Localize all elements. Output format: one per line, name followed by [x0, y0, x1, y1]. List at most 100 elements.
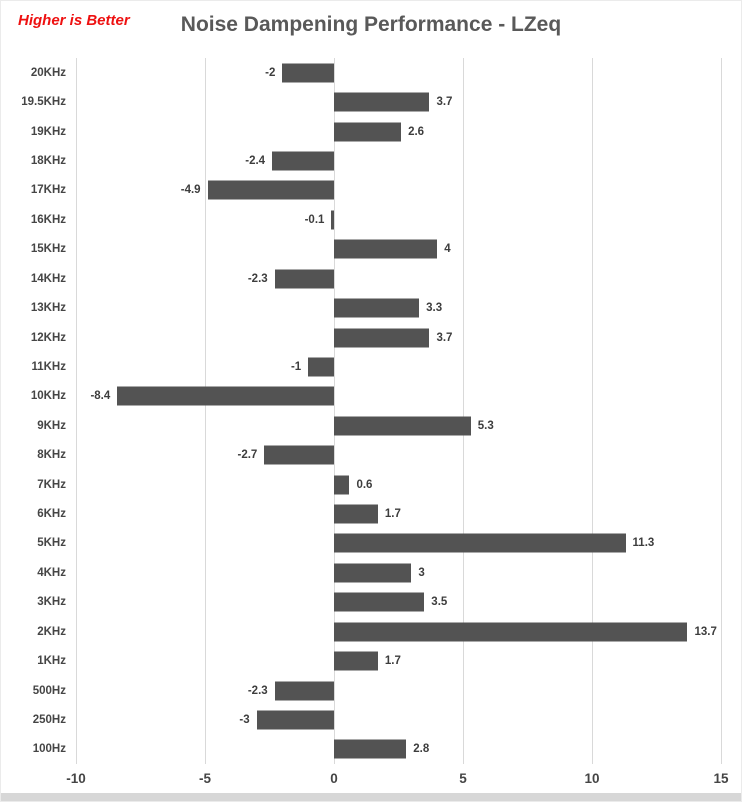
bar: [256, 710, 334, 730]
value-label: -2.3: [247, 684, 268, 697]
row-plot: 2.8: [76, 735, 721, 764]
category-label: 100Hz: [32, 743, 66, 756]
chart-row: 13KHz 3.3: [1, 293, 741, 322]
category-label: 5KHz: [37, 537, 66, 550]
x-tick-label: 5: [459, 771, 467, 786]
chart-row: 19KHz 2.6: [1, 117, 741, 146]
chart-row: 6KHz 1.7: [1, 499, 741, 528]
row-plot: -4.9: [76, 176, 721, 205]
row-plot: 0.6: [76, 470, 721, 499]
row-plot: -2: [76, 58, 721, 87]
bar: [334, 651, 378, 671]
value-label: -2.3: [247, 272, 268, 285]
bar: [334, 592, 425, 612]
x-tick-label: 10: [584, 771, 600, 786]
value-label: 3.3: [426, 302, 443, 315]
gridline: [334, 58, 335, 764]
row-plot: 3.3: [76, 293, 721, 322]
chart-row: 14KHz -2.3: [1, 264, 741, 293]
category-label: 18KHz: [30, 154, 66, 167]
value-label: 1.7: [384, 655, 401, 668]
row-plot: 3: [76, 558, 721, 587]
category-label: 250Hz: [32, 713, 66, 726]
value-label: -1: [290, 360, 302, 373]
value-label: -2: [265, 66, 276, 79]
category-label: 9KHz: [37, 419, 66, 432]
bar: [274, 269, 334, 289]
bar: [282, 63, 334, 83]
value-label: 3.5: [431, 596, 448, 609]
row-plot: -0.1: [76, 205, 721, 234]
chart-row: 20KHz -2: [1, 58, 741, 87]
value-label: 4: [444, 243, 451, 256]
bar: [334, 533, 626, 553]
category-label: 12KHz: [30, 331, 66, 344]
chart-row: 17KHz -4.9: [1, 176, 741, 205]
value-label: 3.7: [436, 96, 453, 109]
chart-row: 16KHz -0.1: [1, 205, 741, 234]
chart-row: 15KHz 4: [1, 235, 741, 264]
bar: [334, 328, 430, 347]
row-plot: 3.7: [76, 323, 721, 352]
value-label: 2.8: [413, 743, 430, 756]
category-label: 15KHz: [30, 243, 66, 256]
category-label: 11KHz: [31, 360, 66, 373]
row-plot: 3.5: [76, 588, 721, 617]
bar: [334, 239, 438, 259]
category-label: 19KHz: [30, 125, 66, 138]
row-plot: -2.4: [76, 146, 721, 175]
value-label: 0.6: [356, 478, 373, 491]
value-label: -0.1: [304, 213, 325, 226]
bar: [334, 475, 350, 495]
value-label: 3: [418, 566, 425, 579]
value-label: 11.3: [632, 537, 655, 550]
category-label: 10KHz: [30, 390, 66, 403]
bottom-edge-strip: [1, 793, 741, 801]
category-label: 17KHz: [30, 184, 66, 197]
chart-row: 18KHz -2.4: [1, 146, 741, 175]
bar: [308, 357, 334, 377]
x-tick-label: -5: [198, 771, 212, 786]
bar: [334, 92, 430, 112]
value-label: 3.7: [436, 331, 453, 344]
value-label: -2.4: [245, 154, 266, 167]
gridline: [205, 58, 206, 764]
value-label: -8.4: [90, 390, 111, 403]
chart-row: 12KHz 3.7: [1, 323, 741, 352]
row-plot: 2.6: [76, 117, 721, 146]
chart-title: Noise Dampening Performance - LZeq: [180, 13, 562, 36]
bar: [264, 445, 334, 465]
row-plot: -1: [76, 352, 721, 381]
bar: [117, 386, 334, 406]
row-plot: -8.4: [76, 382, 721, 411]
chart-row: 11KHz -1: [1, 352, 741, 381]
value-label: 5.3: [477, 419, 494, 432]
chart-row: 10KHz -8.4: [1, 382, 741, 411]
bar: [334, 122, 402, 142]
row-plot: 3.7: [76, 87, 721, 116]
chart-row: 500Hz -2.3: [1, 676, 741, 705]
gridline: [463, 58, 464, 764]
value-label: 13.7: [694, 625, 717, 638]
bar: [334, 416, 471, 436]
row-plot: 5.3: [76, 411, 721, 440]
bar: [334, 563, 412, 583]
category-label: 4KHz: [37, 566, 66, 579]
value-label: -3: [239, 713, 250, 726]
chart-row: 19.5KHz 3.7: [1, 87, 741, 116]
category-label: 20KHz: [30, 66, 66, 79]
bar: [331, 210, 334, 230]
bar: [334, 504, 378, 524]
higher-is-better-note: Higher is Better: [18, 12, 130, 29]
category-label: 14KHz: [30, 272, 66, 285]
x-tick-label: -10: [66, 771, 86, 786]
category-label: 6KHz: [37, 508, 66, 521]
value-label: -4.9: [180, 184, 201, 197]
category-label: 500Hz: [32, 684, 66, 697]
row-plot: -3: [76, 705, 721, 734]
chart-row: 2KHz 13.7: [1, 617, 741, 646]
bar: [334, 298, 420, 318]
gridlines: [76, 58, 722, 764]
chart-row: 7KHz 0.6: [1, 470, 741, 499]
